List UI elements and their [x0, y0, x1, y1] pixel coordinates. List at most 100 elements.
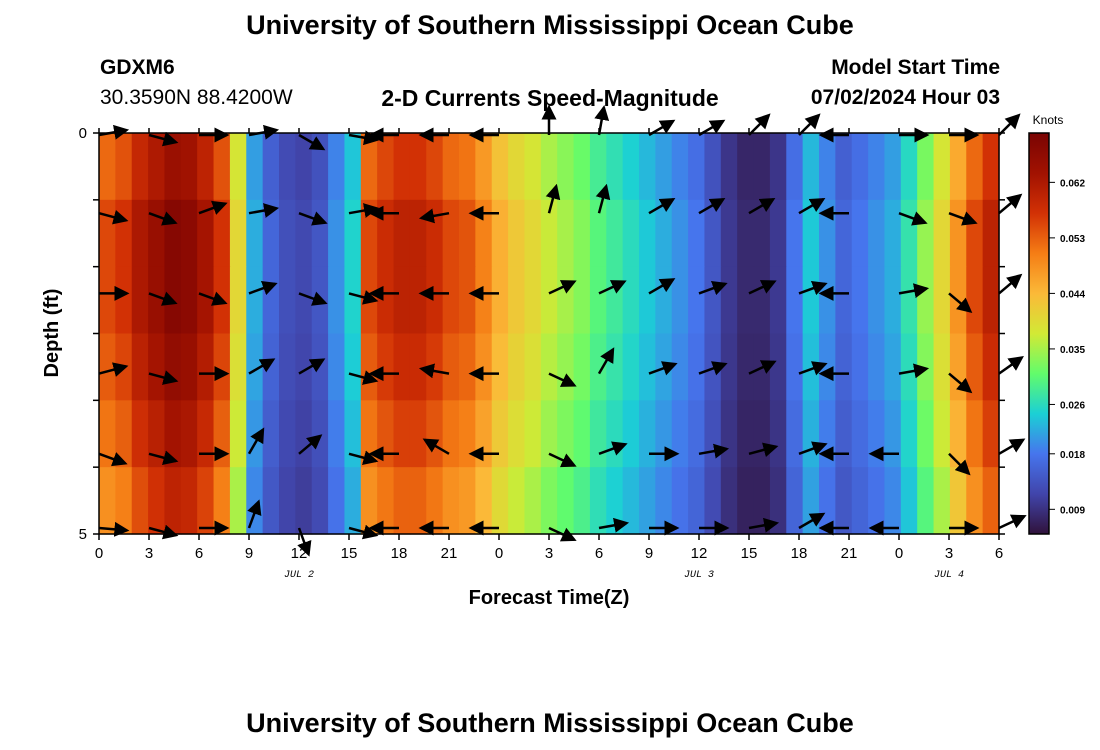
colorbar-tick-label: 0.053 [1060, 234, 1085, 245]
heatmap-cell [671, 333, 689, 401]
heatmap-cell [426, 333, 444, 401]
heatmap-cell [344, 333, 362, 401]
x-tick-label: 15 [741, 545, 758, 562]
heatmap-cell [737, 199, 755, 268]
heatmap-cell [786, 333, 804, 401]
heatmap-cell [115, 400, 133, 468]
heatmap-cell [688, 266, 706, 335]
heatmap-cell [851, 333, 869, 401]
heatmap-cell [949, 133, 967, 201]
heatmap-cell [148, 400, 166, 468]
current-arrow [898, 211, 928, 226]
heatmap-cell [753, 467, 771, 535]
heatmap-cell [868, 400, 886, 468]
current-arrow [948, 372, 973, 394]
current-arrow [948, 292, 973, 314]
heatmap-cell [786, 266, 804, 335]
heatmap-cell [491, 266, 509, 335]
heatmap-cell [197, 467, 215, 535]
x-tick-label: 18 [791, 545, 808, 562]
heatmap-cell [508, 133, 526, 201]
current-arrow [798, 361, 828, 376]
heatmap-cell [688, 467, 706, 535]
heatmap-cell [884, 199, 902, 268]
current-arrow [798, 512, 826, 530]
heatmap-cell [279, 133, 296, 201]
heatmap-cell [622, 266, 640, 335]
heatmap-cell [671, 400, 689, 468]
heatmap-cell [851, 467, 869, 535]
heatmap-cell [868, 133, 886, 201]
heatmap-cell [344, 133, 362, 201]
heatmap-cell [279, 199, 296, 268]
heatmap-cell [835, 467, 853, 535]
heatmap-cell [622, 199, 640, 268]
current-arrow [548, 372, 577, 387]
heatmap-cell [917, 199, 935, 268]
current-arrow [148, 131, 179, 147]
current-arrow [247, 499, 262, 529]
current-arrow [998, 514, 1027, 530]
current-arrow [798, 113, 821, 136]
x-tick-label: 15 [341, 545, 358, 562]
heatmap-cell [704, 199, 722, 268]
x-tick-label: 18 [391, 545, 408, 562]
heatmap-cell [704, 266, 722, 335]
current-arrow [948, 211, 978, 226]
heatmap-cell [262, 133, 280, 201]
heatmap-cell [279, 467, 296, 535]
heatmap-cell [982, 199, 1000, 268]
heatmap-cell [442, 199, 460, 268]
heatmap-cell [868, 199, 886, 268]
heatmap-cell [688, 133, 706, 201]
heatmap-cell [982, 467, 1000, 535]
heatmap-cell [573, 133, 591, 201]
heatmap-cell [115, 266, 133, 335]
heatmap-cell [164, 133, 182, 201]
heatmap-cell [229, 266, 247, 335]
current-arrow [248, 281, 278, 296]
colorbar-scale [1028, 132, 1050, 535]
heatmap-cell [328, 266, 346, 335]
heatmap-cell [540, 400, 558, 468]
current-arrow [748, 360, 777, 375]
heatmap-cell [671, 266, 689, 335]
heatmap-cell [769, 400, 787, 468]
current-arrow [298, 358, 326, 375]
current-arrow [998, 193, 1023, 215]
heatmap-cell [180, 266, 198, 335]
heatmap-cell [557, 400, 575, 468]
current-arrow [898, 283, 930, 299]
heatmap-cell [671, 199, 689, 268]
heatmap-cell [835, 266, 853, 335]
x-tick-label: 6 [595, 545, 603, 562]
heatmap-cell [557, 199, 575, 268]
current-arrow [247, 427, 265, 455]
heatmap-cell [606, 199, 624, 268]
heatmap-cell [475, 133, 493, 201]
heatmap-cell [328, 133, 346, 201]
heatmap-cell [639, 467, 656, 535]
heatmap-cell [131, 133, 149, 201]
heatmap-cell [720, 467, 738, 535]
heatmap-cell [328, 400, 346, 468]
current-arrow [298, 211, 328, 226]
heatmap-cell [508, 199, 526, 268]
station-id: GDXM6 [100, 56, 175, 79]
heatmap-cell [115, 467, 133, 535]
heatmap-cell [573, 400, 591, 468]
heatmap-cell [328, 199, 346, 268]
current-arrow [798, 197, 826, 215]
heatmap-cell [393, 199, 411, 268]
heatmap-cell [769, 333, 787, 401]
heatmap-cell [900, 199, 918, 268]
x-tick-label: 9 [245, 545, 253, 562]
heatmap-cell [475, 266, 493, 335]
heatmap-cell [720, 400, 738, 468]
heatmap-cell [573, 199, 591, 268]
heatmap-cell [377, 467, 395, 535]
heatmap-cell [835, 333, 853, 401]
heatmap-cell [949, 400, 967, 468]
heatmap-cell [884, 400, 902, 468]
heatmap-cell [508, 266, 526, 335]
